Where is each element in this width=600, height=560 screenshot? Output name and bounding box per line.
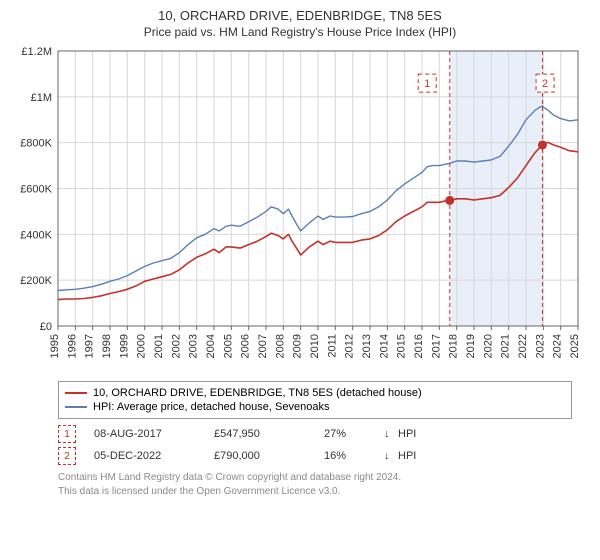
legend-label: HPI: Average price, detached house, Seve…: [93, 401, 329, 413]
footer-line: Contains HM Land Registry data © Crown c…: [58, 471, 588, 485]
sale-date: 05-DEC-2022: [94, 450, 214, 462]
svg-text:2008: 2008: [274, 334, 286, 358]
legend-item: HPI: Average price, detached house, Seve…: [65, 400, 565, 414]
svg-text:2014: 2014: [378, 334, 390, 358]
chart-title: 10, ORCHARD DRIVE, EDENBRIDGE, TN8 5ES: [12, 8, 588, 23]
svg-text:1997: 1997: [84, 334, 96, 358]
svg-text:1: 1: [424, 78, 430, 90]
svg-text:2022: 2022: [517, 334, 529, 358]
legend-swatch: [65, 392, 87, 394]
svg-text:2025: 2025: [569, 334, 581, 358]
svg-text:2023: 2023: [534, 334, 546, 358]
svg-text:2: 2: [542, 78, 548, 90]
svg-text:£0: £0: [40, 321, 52, 333]
svg-text:2006: 2006: [240, 334, 252, 358]
svg-text:2007: 2007: [257, 334, 269, 358]
svg-text:2003: 2003: [188, 334, 200, 358]
svg-text:2020: 2020: [482, 334, 494, 358]
down-arrow-icon: ↓: [384, 428, 398, 440]
svg-text:£600K: £600K: [20, 184, 52, 196]
svg-text:2004: 2004: [205, 334, 217, 358]
chart-legend: 10, ORCHARD DRIVE, EDENBRIDGE, TN8 5ES (…: [58, 381, 572, 419]
sale-price: £547,950: [214, 428, 324, 440]
line-chart: £0 £200K £400K £600K £800K £1M £1.2M 1995 1996 19…: [12, 45, 588, 375]
svg-text:2011: 2011: [326, 334, 338, 358]
svg-text:1999: 1999: [118, 334, 130, 358]
svg-text:2018: 2018: [448, 334, 460, 358]
svg-text:2015: 2015: [396, 334, 408, 358]
svg-text:1995: 1995: [49, 334, 61, 358]
svg-text:2000: 2000: [136, 334, 148, 358]
legend-item: 10, ORCHARD DRIVE, EDENBRIDGE, TN8 5ES (…: [65, 386, 565, 400]
svg-text:£1.2M: £1.2M: [21, 46, 52, 58]
down-arrow-icon: ↓: [384, 450, 398, 462]
svg-text:2002: 2002: [170, 334, 182, 358]
svg-text:2017: 2017: [430, 334, 442, 358]
sale-marker-icon: 2: [58, 447, 76, 465]
svg-text:2021: 2021: [500, 334, 512, 358]
svg-text:2010: 2010: [309, 334, 321, 358]
svg-text:£200K: £200K: [20, 275, 52, 287]
sale-hpi-label: HPI: [398, 450, 438, 462]
svg-text:1998: 1998: [101, 334, 113, 358]
sale-pct: 27%: [324, 428, 384, 440]
svg-text:2009: 2009: [292, 334, 304, 358]
svg-text:£400K: £400K: [20, 229, 52, 241]
chart-subtitle: Price paid vs. HM Land Registry's House …: [12, 25, 588, 39]
svg-text:£800K: £800K: [20, 138, 52, 150]
sale-hpi-label: HPI: [398, 428, 438, 440]
sale-price: £790,000: [214, 450, 324, 462]
legend-swatch: [65, 406, 87, 408]
sale-row: 2 05-DEC-2022 £790,000 16% ↓ HPI: [58, 447, 588, 465]
legend-label: 10, ORCHARD DRIVE, EDENBRIDGE, TN8 5ES (…: [93, 387, 422, 399]
sale-marker-icon: 1: [58, 425, 76, 443]
attribution-footer: Contains HM Land Registry data © Crown c…: [58, 471, 588, 498]
svg-text:£1M: £1M: [31, 92, 52, 104]
svg-text:2024: 2024: [552, 334, 564, 358]
svg-text:2001: 2001: [153, 334, 165, 358]
svg-text:2005: 2005: [222, 334, 234, 358]
svg-text:2019: 2019: [465, 334, 477, 358]
footer-line: This data is licensed under the Open Gov…: [58, 485, 588, 499]
svg-text:2016: 2016: [413, 334, 425, 358]
sale-row: 1 08-AUG-2017 £547,950 27% ↓ HPI: [58, 425, 588, 443]
svg-text:1996: 1996: [66, 334, 78, 358]
sale-date: 08-AUG-2017: [94, 428, 214, 440]
svg-text:2012: 2012: [344, 334, 356, 358]
svg-text:2013: 2013: [361, 334, 373, 358]
sale-pct: 16%: [324, 450, 384, 462]
